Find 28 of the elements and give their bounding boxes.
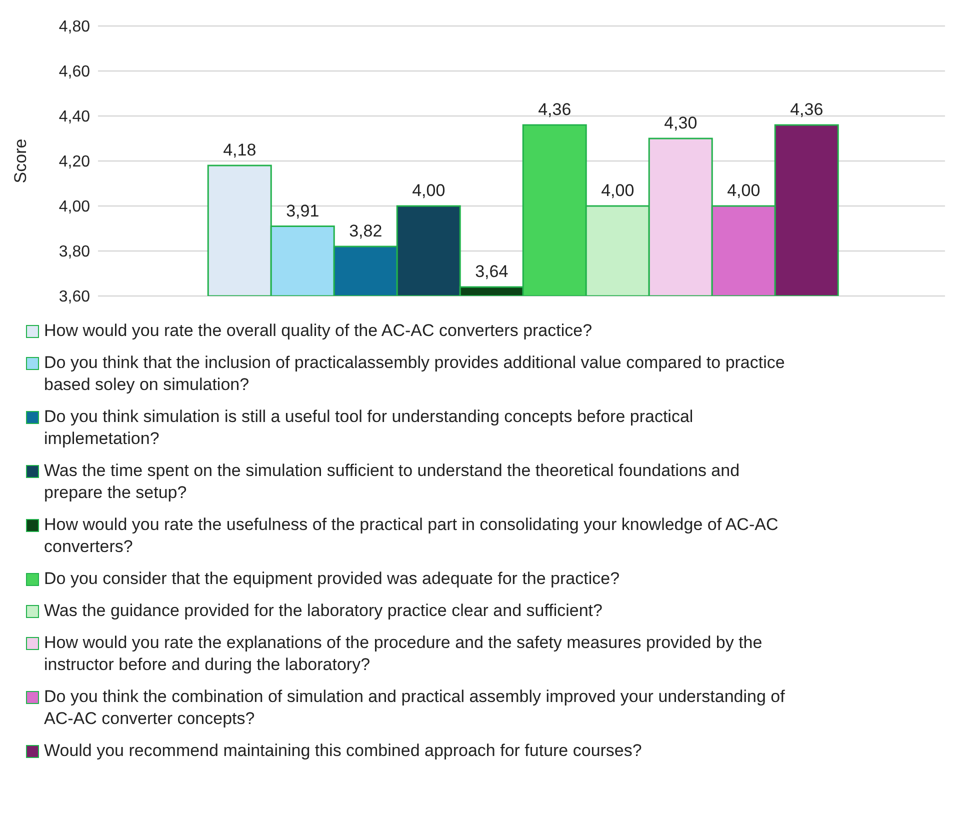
- data-label: 3,82: [349, 222, 382, 240]
- legend-label: How would you rate the usefulness of the practical part in consolidating your knowledge of AC-AC converters?: [44, 514, 780, 558]
- legend-label: Was the time spent on the simulation sufficient to understand the theoretical foundations and prepare the setup?: [44, 460, 741, 504]
- legend-label: Was the guidance provided for the laboratory practice clear and sufficient?: [44, 600, 602, 622]
- legend-label: Do you think simulation is still a useful tool for understanding concepts before practical implemetation?: [44, 406, 694, 450]
- y-tick-label: 4,80: [58, 18, 90, 36]
- legend-label: Would you recommend maintaining this combined approach for future courses?: [44, 740, 642, 762]
- y-tick-label: 3,60: [58, 288, 90, 306]
- legend-label: Do you think the combination of simulation and practical assembly improved your understanding of AC-AC converter concepts?: [44, 686, 786, 730]
- y-axis-title: Score: [11, 138, 30, 184]
- data-label: 4,00: [601, 181, 634, 200]
- data-label: 4,36: [538, 100, 572, 119]
- y-tick-label: 4,20: [58, 154, 90, 171]
- data-label: 4,18: [223, 140, 256, 160]
- y-tick-label: 4,60: [58, 64, 90, 81]
- data-label: 3,64: [475, 262, 508, 281]
- y-tick-label: 4,00: [58, 198, 90, 216]
- data-label: 4,00: [412, 181, 446, 200]
- legend-label: Do you think that the inclusion of practicalassembly provides additional value compared to practice based soley on simulation?: [44, 352, 786, 396]
- y-tick-label: 3,80: [58, 244, 90, 261]
- legend-label: How would you rate the overall quality of the AC-AC converters practice?: [44, 320, 592, 342]
- data-label: 4,00: [727, 181, 760, 200]
- data-label: 3,91: [286, 201, 320, 220]
- data-label: 4,30: [664, 114, 698, 132]
- data-label: 4,36: [790, 100, 824, 119]
- legend-label: Do you consider that the equipment provided was adequate for the practice?: [44, 568, 620, 590]
- legend-label: How would you rate the explanations of the procedure and the safety measures provided by the instructor before and during the laboratory?: [44, 632, 764, 676]
- y-tick-label: 4,40: [58, 108, 90, 126]
